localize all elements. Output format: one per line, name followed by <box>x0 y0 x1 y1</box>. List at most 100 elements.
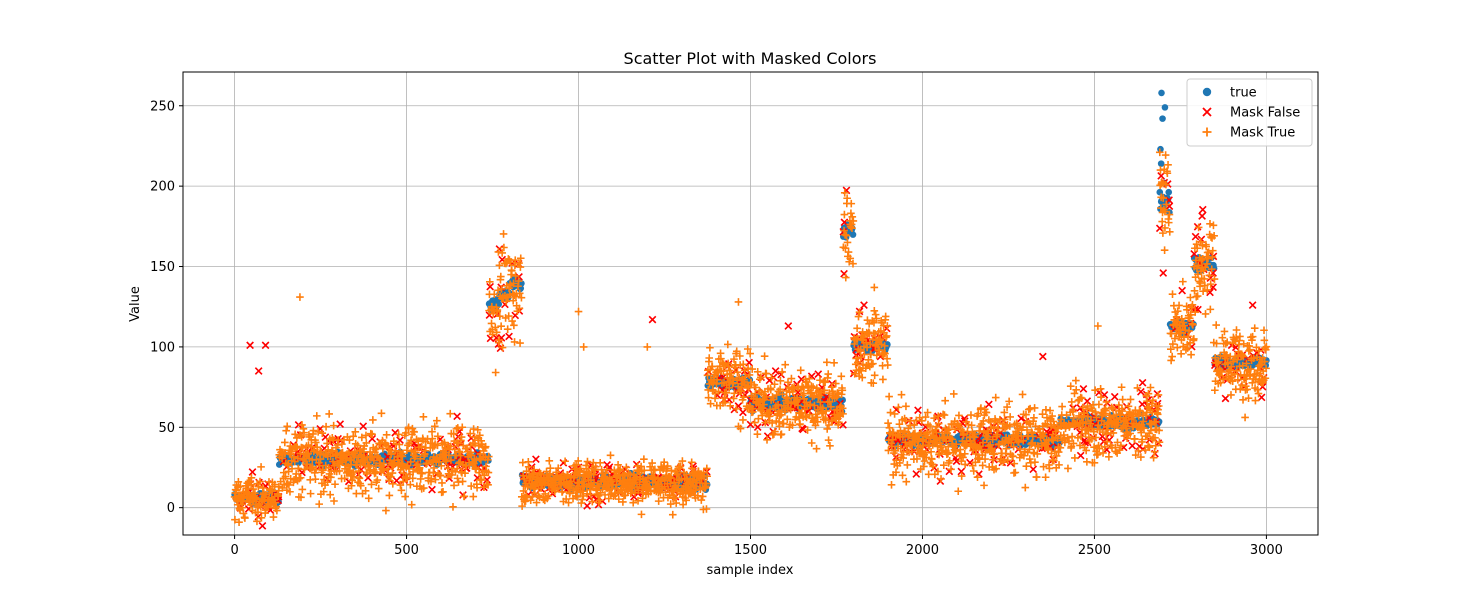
data-point-mask-true <box>1151 441 1160 450</box>
data-point-mask-true <box>1002 444 1011 453</box>
data-point-mask-true <box>698 492 707 501</box>
data-point-mask-true <box>822 407 830 415</box>
data-point-mask-true <box>1159 194 1168 202</box>
data-point-mask-true <box>1186 293 1195 302</box>
data-point-mask-true <box>830 358 838 367</box>
data-point-mask-true <box>439 487 447 496</box>
data-point-mask-false <box>648 315 657 324</box>
data-point-mask-true <box>952 446 960 455</box>
data-point-mask-true <box>316 455 325 463</box>
data-point-mask-true <box>789 384 797 393</box>
data-point-mask-true <box>771 427 779 436</box>
data-point-mask-true <box>725 383 733 392</box>
data-point-mask-true <box>901 438 910 447</box>
data-point-mask-false <box>952 457 961 466</box>
data-point-mask-false <box>459 491 467 499</box>
data-point-mask-true <box>469 492 478 501</box>
data-point-mask-true <box>757 373 765 382</box>
data-point-mask-true <box>670 478 678 487</box>
data-point-mask-true <box>322 422 330 431</box>
data-point-mask-true <box>941 396 949 405</box>
data-point-mask-true <box>1187 350 1195 359</box>
data-point-mask-true <box>467 482 476 490</box>
series-mask-true <box>230 148 1271 526</box>
data-point-mask-true <box>484 452 493 461</box>
data-point-mask-true <box>977 445 986 454</box>
data-point-mask-true <box>415 463 424 472</box>
data-point-mask-true <box>724 340 732 349</box>
data-point-mask-true <box>450 481 458 490</box>
data-point-mask-true <box>307 464 315 473</box>
data-point-mask-true <box>881 349 889 358</box>
data-point-mask-true <box>362 439 371 447</box>
data-point-mask-true <box>406 458 415 466</box>
data-point-mask-true <box>926 422 934 430</box>
data-point-mask-true <box>491 368 500 377</box>
data-point-mask-true <box>979 428 988 436</box>
data-point-mask-true <box>532 498 541 507</box>
data-point-mask-true <box>741 372 750 381</box>
data-point-mask-true <box>870 371 879 380</box>
data-point-mask-true <box>357 481 365 490</box>
data-point-mask-true <box>1183 306 1191 314</box>
data-point-mask-true <box>960 450 969 458</box>
data-point-mask-true <box>1166 345 1175 353</box>
data-point-mask-true <box>1071 454 1079 462</box>
data-point-mask-false <box>820 397 829 405</box>
data-point-mask-true <box>303 460 311 468</box>
data-point-mask-true <box>770 380 779 389</box>
data-point-mask-true <box>826 442 834 450</box>
data-point-mask-false <box>246 341 254 350</box>
data-point-true <box>1165 188 1173 196</box>
data-point-mask-true <box>766 385 775 394</box>
x-tick-label: 3000 <box>1250 543 1283 558</box>
data-point-mask-true <box>1199 287 1207 296</box>
data-point-mask-true <box>761 418 770 427</box>
data-point-mask-true <box>1191 308 1200 316</box>
data-point-mask-true <box>285 481 293 489</box>
data-point-mask-true <box>967 411 975 419</box>
data-point-mask-true <box>736 352 744 360</box>
data-point-mask-true <box>319 466 327 474</box>
data-point-true <box>1157 160 1165 167</box>
data-point-mask-true <box>493 306 502 314</box>
data-point-mask-true <box>642 477 651 486</box>
data-point-mask-false <box>1138 400 1147 409</box>
data-point-mask-true <box>787 374 796 383</box>
data-point-mask-true <box>427 474 436 483</box>
data-point-mask-true <box>402 429 410 437</box>
data-point-mask-true <box>417 442 426 451</box>
data-point-mask-true <box>1150 447 1159 456</box>
data-point-mask-true <box>419 484 428 492</box>
data-point-mask-true <box>884 446 893 455</box>
data-point-mask-true <box>1122 416 1131 424</box>
data-point-mask-true <box>1179 277 1187 286</box>
data-point-mask-true <box>897 390 906 399</box>
data-point-mask-true <box>1102 398 1111 406</box>
data-point-mask-true <box>959 453 967 462</box>
data-point-mask-true <box>484 480 492 489</box>
data-point-mask-true <box>1173 343 1182 352</box>
data-point-mask-true <box>988 444 996 453</box>
data-point-mask-true <box>809 383 817 391</box>
data-point-mask-true <box>509 296 517 305</box>
data-point-mask-false <box>1191 232 1200 241</box>
data-point-mask-true <box>329 421 338 430</box>
data-point-mask-true <box>348 476 357 485</box>
data-point-mask-true <box>989 449 998 458</box>
data-point-mask-true <box>1024 405 1033 414</box>
data-point-mask-true <box>671 494 679 502</box>
grid-lines <box>183 72 1318 535</box>
data-point-mask-false <box>428 485 436 494</box>
data-point-mask-true <box>1046 406 1054 415</box>
data-point-mask-true <box>373 476 382 484</box>
data-point-mask-true <box>957 472 966 480</box>
data-point-mask-true <box>596 459 604 467</box>
data-point-mask-true <box>1072 385 1081 394</box>
data-point-mask-true <box>544 491 553 500</box>
data-point-mask-true <box>1065 437 1073 445</box>
data-point-mask-true <box>807 382 816 390</box>
data-point-mask-true <box>714 387 723 396</box>
data-point-mask-true <box>706 399 715 408</box>
data-point-mask-true <box>353 461 361 470</box>
